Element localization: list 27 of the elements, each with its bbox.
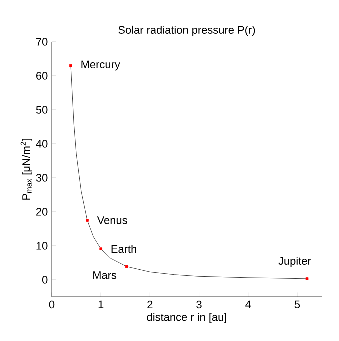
annotation: Jupiter — [278, 256, 312, 268]
y-tick-label: 10 — [36, 242, 48, 250]
annotation: Earth — [112, 245, 136, 254]
annotation: Mercury — [82, 60, 120, 71]
point — [70, 64, 72, 68]
chart-title: Solar radiation pressure P(r) — [118, 26, 256, 36]
x-tick-label: 4 — [246, 300, 252, 308]
x-tick-label: 0 — [49, 300, 55, 309]
x-axis-title: distance r in [au] — [147, 313, 226, 324]
y-axis-title: P$_{max}$ [μN/m$^{2}$] — [20, 138, 32, 200]
x-tick-label: 3 — [196, 300, 202, 309]
point — [86, 219, 89, 222]
y-tick-label: 30 — [36, 174, 48, 182]
y-tick-label: 0 — [42, 276, 48, 284]
y-tick-label: 40 — [36, 140, 48, 148]
annotation: Venus — [97, 216, 128, 224]
point — [125, 265, 128, 268]
point — [100, 248, 102, 250]
y-tick-label: 60 — [36, 72, 48, 80]
y-tick-label: 50 — [36, 106, 48, 114]
x-tick-label: 1 — [98, 300, 104, 308]
y-tick-label: 20 — [36, 208, 48, 216]
x-tick-label: 5 — [294, 300, 300, 308]
x-tick-label: 2 — [148, 300, 153, 309]
y-tick-label: 70 — [36, 38, 48, 46]
annotation: Mars — [94, 272, 117, 280]
point — [306, 278, 309, 280]
